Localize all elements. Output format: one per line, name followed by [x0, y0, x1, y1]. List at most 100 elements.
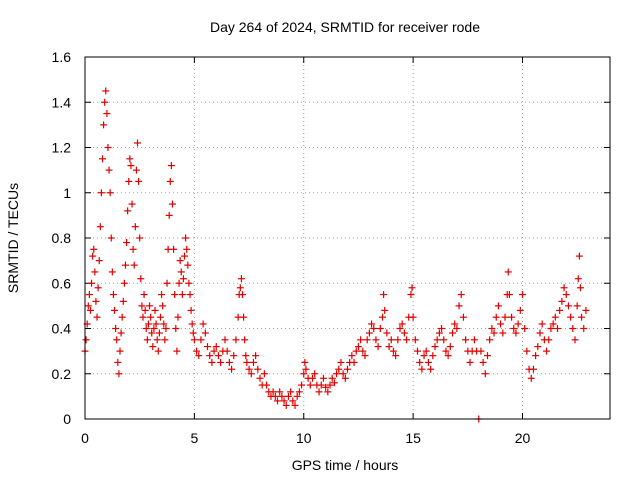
data-point: [175, 279, 183, 287]
data-point: [91, 268, 99, 276]
data-point: [138, 302, 146, 310]
data-point: [335, 365, 343, 373]
data-point: [169, 200, 176, 208]
data-point: [326, 381, 334, 389]
data-point: [556, 306, 564, 314]
data-point: [158, 291, 166, 299]
data-point: [479, 358, 487, 366]
data-point: [106, 189, 114, 197]
y-axis-label: SRMTID / TECUs: [5, 183, 21, 293]
data-point: [431, 343, 439, 351]
data-point: [567, 313, 575, 321]
data-point: [111, 306, 119, 314]
data-point: [197, 336, 205, 344]
data-point: [160, 320, 168, 328]
data-point: [534, 343, 542, 351]
data-point: [435, 329, 443, 337]
data-point: [189, 329, 197, 337]
data-point: [95, 257, 103, 265]
data-point: [291, 401, 299, 409]
data-point: [126, 155, 134, 163]
data-point: [497, 320, 505, 328]
data-point: [429, 352, 437, 360]
data-point: [389, 347, 397, 355]
data-point: [243, 358, 251, 366]
x-axis-label: GPS time / hours: [292, 457, 399, 473]
data-point: [543, 347, 551, 355]
data-point: [195, 352, 203, 360]
data-point: [154, 347, 162, 355]
data-point: [562, 291, 570, 299]
data-point: [282, 401, 290, 409]
data-point: [151, 306, 159, 314]
data-point: [254, 365, 262, 373]
data-point: [245, 365, 253, 373]
data-point: [446, 343, 454, 351]
data-point: [165, 211, 173, 219]
plot-frame: [84, 56, 611, 420]
x-tick-labels: 0 5 10 15 20: [81, 430, 530, 446]
data-point: [453, 325, 461, 332]
data-point: [127, 162, 135, 170]
data-point: [481, 370, 489, 378]
data-point: [107, 234, 115, 242]
data-point: [170, 245, 178, 253]
data-point: [274, 397, 281, 405]
data-point: [119, 297, 127, 305]
data-point: [221, 336, 229, 344]
x-tick-label: 0: [81, 430, 89, 446]
data-point: [185, 279, 193, 287]
data-point: [363, 336, 371, 344]
data-point: [387, 336, 395, 344]
data-point: [416, 358, 424, 366]
data-point: [117, 329, 125, 337]
data-point: [143, 336, 151, 344]
data-point: [442, 347, 450, 355]
data-point: [357, 336, 365, 344]
data-point: [89, 252, 97, 260]
x-tick-label: 15: [405, 430, 421, 446]
data-point: [188, 320, 196, 328]
data-point: [451, 320, 459, 328]
data-point: [166, 177, 174, 185]
data-point: [300, 370, 308, 378]
data-point: [144, 320, 152, 328]
data-point: [322, 383, 330, 391]
data-point: [181, 252, 189, 260]
data-point: [575, 252, 583, 260]
data-point: [574, 275, 582, 283]
data-point: [521, 325, 529, 332]
data-point: [328, 374, 336, 382]
data-point: [309, 374, 316, 382]
data-point: [558, 297, 566, 305]
data-point: [93, 313, 101, 321]
data-point: [121, 261, 129, 269]
data-point: [100, 121, 108, 129]
data-point: [182, 234, 190, 242]
x-tick-label: 20: [515, 430, 531, 446]
data-point: [330, 379, 338, 387]
data-point: [396, 325, 404, 332]
data-point: [438, 325, 446, 332]
data-point: [112, 325, 120, 332]
data-point: [159, 302, 167, 310]
chart-title: Day 264 of 2024, SRMTID for receiver rod…: [210, 19, 480, 35]
data-point: [147, 313, 155, 321]
data-point: [477, 347, 485, 355]
data-point: [484, 352, 491, 360]
data-point: [403, 336, 411, 344]
data-point: [260, 370, 268, 378]
data-point: [241, 336, 249, 344]
data-point: [361, 352, 369, 360]
data-point: [97, 189, 105, 197]
data-point: [449, 329, 456, 337]
data-point: [174, 313, 182, 321]
data-point: [527, 374, 535, 382]
data-point: [179, 275, 187, 283]
data-point: [301, 358, 309, 366]
data-point: [199, 320, 207, 328]
data-point: [101, 98, 109, 106]
data-point: [344, 365, 351, 373]
data-point: [173, 347, 181, 355]
x-tick-label: 10: [296, 430, 312, 446]
